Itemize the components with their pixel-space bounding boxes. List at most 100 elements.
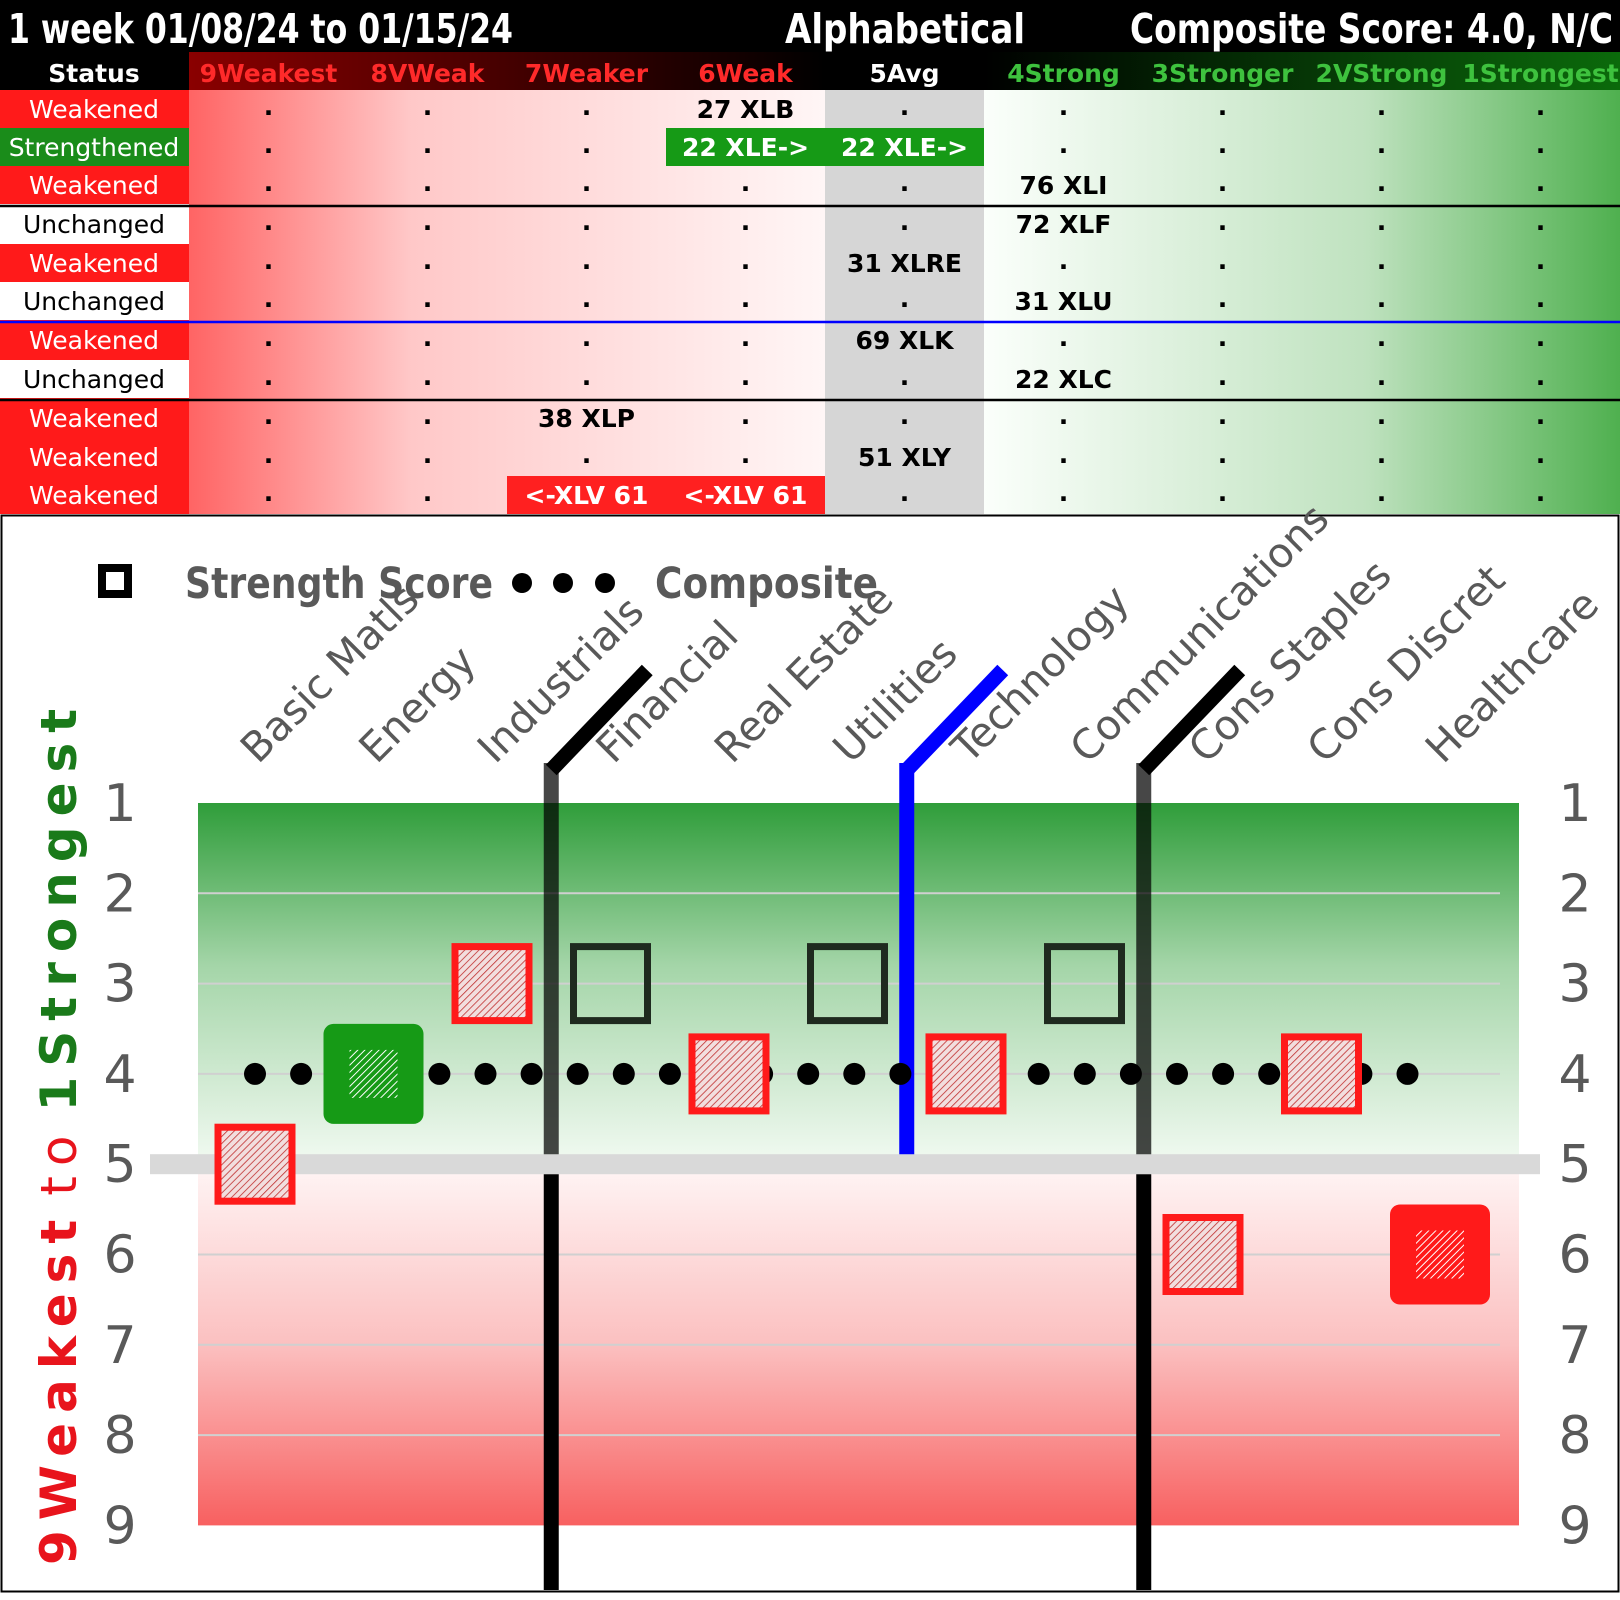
empty-cell: . [1536, 284, 1546, 313]
empty-cell: . [423, 478, 433, 507]
empty-cell: . [1218, 130, 1228, 159]
y-tick-label: 3 [1558, 955, 1591, 1015]
empty-cell: . [423, 284, 433, 313]
strength-marker [570, 943, 651, 1025]
table-cell: 22 XLE-> [682, 133, 809, 162]
status-cell [0, 204, 189, 244]
strength-marker-hatch [1416, 1230, 1464, 1279]
status-label: Unchanged [23, 365, 165, 394]
empty-cell: . [582, 207, 592, 236]
empty-cell: . [1536, 440, 1546, 469]
empty-cell: . [900, 207, 910, 236]
table-cell: 69 XLK [855, 326, 955, 355]
chart: 1 2 3 4 5 6 7 8 9 1 2 3 4 5 6 7 8 9 9Weakest to 1Strongest Ba… [0, 495, 1620, 1593]
header-bar: 1 week 01/08/24 to 01/15/24 Alphabetical C… [0, 0, 1620, 53]
empty-cell: . [1377, 92, 1387, 121]
legend-composite-dot [553, 573, 573, 593]
empty-cell: . [741, 401, 751, 430]
empty-cell: . [900, 478, 910, 507]
strength-marker [925, 1033, 1007, 1115]
empty-cell: . [1536, 323, 1546, 352]
y-axis-title-strong: 1Strongest [30, 699, 88, 1112]
column-header-2vstrong: 2VStrong [1316, 59, 1448, 88]
strength-marker [451, 943, 533, 1025]
y-axis-title-weak: 9Weakest [30, 1210, 88, 1565]
y-tick-label: 9 [1558, 1496, 1591, 1556]
empty-cell: . [1218, 440, 1228, 469]
empty-cell: . [1377, 284, 1387, 313]
strength-marker [1044, 943, 1125, 1025]
empty-cell: . [1059, 130, 1069, 159]
empty-cell: . [1059, 478, 1069, 507]
composite-dot [1166, 1062, 1188, 1085]
table-cell: <-XLV 61 [684, 481, 808, 510]
strength-marker-box [570, 943, 651, 1025]
composite-dot [843, 1062, 866, 1085]
empty-cell: . [423, 440, 433, 469]
empty-cell: . [741, 246, 751, 275]
column-header-3stronger: 3Stronger [1152, 59, 1295, 88]
status-label: Unchanged [23, 210, 165, 239]
table-cell: 51 XLY [858, 443, 952, 472]
empty-cell: . [741, 362, 751, 391]
empty-cell: . [1536, 92, 1546, 121]
strong-header-band [984, 52, 1620, 90]
strength-marker-box [925, 1033, 1007, 1115]
empty-cell: . [1059, 246, 1069, 275]
empty-cell: . [900, 401, 910, 430]
strength-marker [1281, 1033, 1362, 1115]
empty-cell: . [423, 401, 433, 430]
composite-dot [1027, 1062, 1050, 1085]
empty-cell: . [741, 323, 751, 352]
y-tick-label: 4 [1558, 1045, 1591, 1105]
status-label: Weakened [29, 326, 159, 355]
empty-cell: . [1059, 440, 1069, 469]
column-header-7weaker: 7Weaker [525, 59, 649, 88]
empty-cell: . [582, 440, 592, 469]
composite-dot [1396, 1062, 1419, 1085]
status-header: Status [48, 59, 139, 88]
empty-cell: . [900, 92, 910, 121]
empty-cell: . [582, 130, 592, 159]
status-cell [0, 282, 189, 320]
status-header-cell [0, 52, 189, 90]
strength-marker-hatch [349, 1049, 398, 1098]
table-row: Weakened.... 51 XLY.... [0, 438, 1545, 476]
table-row: Unchanged..... 22 XLC... [0, 360, 1545, 398]
empty-cell: . [582, 284, 592, 313]
weak-header-band [189, 52, 825, 90]
composite-dot [658, 1062, 681, 1085]
column-header-1strongest: 1Strongest [1462, 59, 1618, 88]
strength-marker [1162, 1214, 1244, 1295]
composite-dot [474, 1062, 497, 1085]
table-row: Unchanged..... 72 XLF... [0, 204, 1545, 244]
empty-cell: . [264, 207, 274, 236]
header-composite: Composite Score: 4.0, N/C [1130, 5, 1613, 53]
legend-strength-label: Strength Score [185, 559, 493, 609]
empty-cell: . [900, 168, 910, 197]
header-sort: Alphabetical [785, 5, 1025, 53]
status-label: Weakened [29, 95, 159, 124]
y-tick-label: 2 [103, 864, 136, 924]
table-cell: 22 XLC [1015, 365, 1112, 394]
strength-marker-box [807, 943, 888, 1025]
strength-marker-box [1044, 943, 1125, 1025]
y-tick-label: 5 [1558, 1135, 1591, 1195]
composite-dot [797, 1062, 820, 1085]
empty-cell: . [1218, 323, 1228, 352]
column-header-9weakest: 9Weakest [200, 59, 338, 88]
y-tick-label: 1 [1558, 774, 1591, 834]
chart-frame [0, 514, 1620, 1593]
empty-cell: . [264, 168, 274, 197]
highlight-cell [666, 128, 825, 166]
empty-cell: . [264, 284, 274, 313]
empty-cell: . [582, 92, 592, 121]
y-tick-label: 1 [103, 774, 136, 834]
y-tick-label: 8 [103, 1406, 136, 1466]
empty-cell: . [1218, 401, 1228, 430]
table-row: Weakened.. 38 XLP...... [0, 398, 1545, 438]
highlight-cell [507, 476, 666, 514]
empty-cell: . [1059, 323, 1069, 352]
legend-strength-marker [98, 564, 132, 598]
table-row: Unchanged..... 31 XLU... [0, 282, 1545, 320]
